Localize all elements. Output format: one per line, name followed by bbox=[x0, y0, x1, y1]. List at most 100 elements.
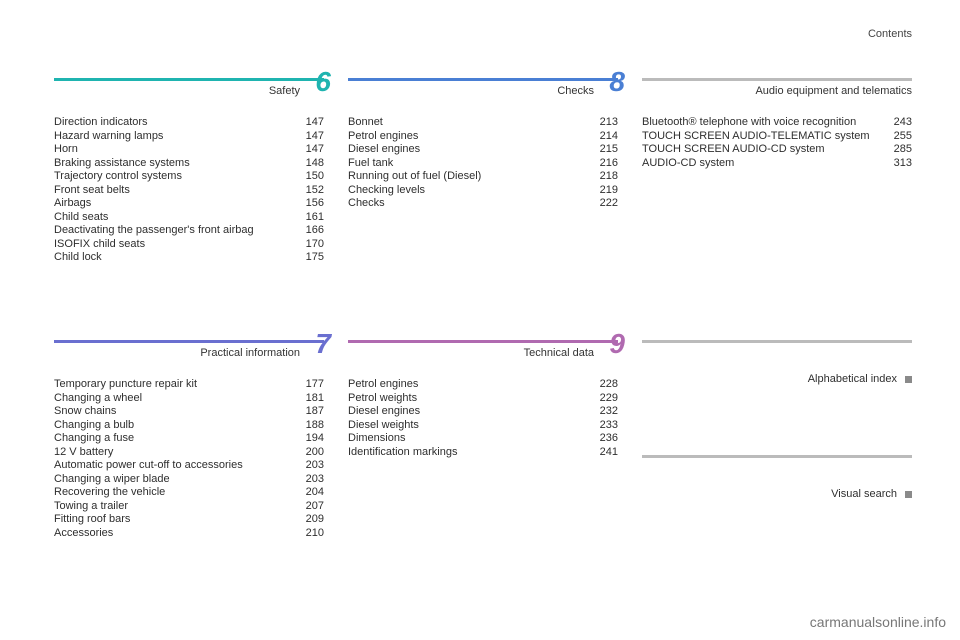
section-title: Audio equipment and telematics bbox=[642, 85, 912, 97]
toc-item-page: 166 bbox=[296, 224, 324, 236]
toc-item-page: 209 bbox=[296, 513, 324, 525]
toc-item[interactable]: Diesel weights233 bbox=[348, 419, 618, 431]
toc-item-page: 147 bbox=[296, 130, 324, 142]
toc-item[interactable]: Changing a fuse194 bbox=[54, 432, 324, 444]
section-items: Direction indicators147 Hazard warning la… bbox=[54, 116, 324, 263]
section-rule bbox=[348, 340, 618, 343]
toc-item-page: 210 bbox=[296, 527, 324, 539]
section-audio: Audio equipment and telematics Bluetooth… bbox=[642, 78, 912, 263]
toc-item[interactable]: Snow chains187 bbox=[54, 405, 324, 417]
toc-item[interactable]: Deactivating the passenger's front airba… bbox=[54, 224, 324, 236]
toc-item[interactable]: Braking assistance systems148 bbox=[54, 157, 324, 169]
toc-item-label: Temporary puncture repair kit bbox=[54, 378, 286, 390]
section-items: Petrol engines228Petrol weights229Diesel… bbox=[348, 378, 618, 458]
toc-item[interactable]: Diesel engines 215 bbox=[348, 143, 618, 155]
toc-item-page: 233 bbox=[590, 419, 618, 431]
section-number: 8 bbox=[609, 68, 624, 96]
toc-item-page: 255 bbox=[884, 130, 912, 142]
toc-item-page: 218 bbox=[590, 170, 618, 182]
toc-item-page: 170 bbox=[296, 238, 324, 250]
toc-item-page: 285 bbox=[884, 143, 912, 155]
toc-item[interactable]: Petrol weights229 bbox=[348, 392, 618, 404]
toc-item[interactable]: Fitting roof bars209 bbox=[54, 513, 324, 525]
toc-item-page: 150 bbox=[296, 170, 324, 182]
toc-item[interactable]: Automatic power cut-off to accessories20… bbox=[54, 459, 324, 471]
toc-item[interactable]: Direction indicators147 bbox=[54, 116, 324, 128]
visual-search-line[interactable]: Visual search bbox=[642, 488, 912, 500]
toc-item[interactable]: Checks222 bbox=[348, 197, 618, 209]
section-safety: Safety 6 Direction indicators147Hazard w… bbox=[54, 78, 324, 263]
toc-item-page: 213 bbox=[590, 116, 618, 128]
toc-item-page: 214 bbox=[590, 130, 618, 142]
toc-item[interactable]: 12 V battery200 bbox=[54, 446, 324, 458]
toc-item[interactable]: Front seat belts152 bbox=[54, 184, 324, 196]
toc-item[interactable]: Changing a wiper blade203 bbox=[54, 473, 324, 485]
section-items: Bonnet213Petrol engines214Diesel engines… bbox=[348, 116, 618, 209]
toc-item[interactable]: Changing a bulb188 bbox=[54, 419, 324, 431]
toc-item[interactable]: Airbags156 bbox=[54, 197, 324, 209]
toc-item-page: 215 bbox=[590, 143, 618, 155]
toc-item-label: Bonnet bbox=[348, 116, 580, 128]
section-title: Checks bbox=[348, 85, 618, 97]
toc-item[interactable]: Petrol engines228 bbox=[348, 378, 618, 390]
toc-item-label: Snow chains bbox=[54, 405, 286, 417]
toc-item[interactable]: Child lock175 bbox=[54, 251, 324, 263]
section-header: Checks 8 bbox=[348, 78, 618, 106]
toc-item[interactable]: Accessories210 bbox=[54, 527, 324, 539]
toc-item-page: 241 bbox=[590, 446, 618, 458]
section-number: 7 bbox=[315, 330, 330, 358]
toc-item-page: 156 bbox=[296, 197, 324, 209]
toc-item-label: Petrol engines bbox=[348, 130, 580, 142]
toc-item-page: 232 bbox=[590, 405, 618, 417]
toc-item-label: Child seats bbox=[54, 211, 286, 223]
alpha-index-label: Alphabetical index bbox=[808, 373, 897, 385]
toc-item[interactable]: Bonnet 213 bbox=[348, 116, 618, 128]
toc-item[interactable]: Running out of fuel (Diesel) 218 bbox=[348, 170, 618, 182]
toc-item[interactable]: Checking levels219 bbox=[348, 184, 618, 196]
toc-item[interactable]: TOUCH SCREEN AUDIO-TELEMATIC system255 bbox=[642, 130, 912, 142]
toc-item-page: 203 bbox=[296, 473, 324, 485]
toc-item-page: 147 bbox=[296, 116, 324, 128]
toc-item[interactable]: ISOFIX child seats 170 bbox=[54, 238, 324, 250]
toc-item[interactable]: TOUCH SCREEN AUDIO-CD system285 bbox=[642, 143, 912, 155]
toc-item-label: ISOFIX child seats bbox=[54, 238, 286, 250]
toc-item-label: Horn bbox=[54, 143, 286, 155]
toc-item-page: 147 bbox=[296, 143, 324, 155]
toc-item[interactable]: Horn 147 bbox=[54, 143, 324, 155]
toc-item-label: Identification markings bbox=[348, 446, 580, 458]
toc-item[interactable]: Petrol engines 214 bbox=[348, 130, 618, 142]
toc-item-label: Running out of fuel (Diesel) bbox=[348, 170, 580, 182]
toc-item-label: Hazard warning lamps bbox=[54, 130, 286, 142]
section-items: Temporary puncture repair kit177 Changing… bbox=[54, 378, 324, 539]
toc-item[interactable]: Dimensions236 bbox=[348, 432, 618, 444]
toc-item-label: Deactivating the passenger's front airba… bbox=[54, 224, 286, 236]
toc-item-label: Petrol weights bbox=[348, 392, 580, 404]
toc-item[interactable]: Trajectory control systems150 bbox=[54, 170, 324, 182]
toc-item[interactable]: Towing a trailer207 bbox=[54, 500, 324, 512]
toc-item-label: Braking assistance systems bbox=[54, 157, 286, 169]
toc-item[interactable]: Bluetooth® telephone with voice recognit… bbox=[642, 116, 912, 128]
toc-item[interactable]: Temporary puncture repair kit177 bbox=[54, 378, 324, 390]
section-header: Audio equipment and telematics bbox=[642, 78, 912, 106]
toc-item-label: Front seat belts bbox=[54, 184, 286, 196]
alpha-index-line[interactable]: Alphabetical index bbox=[642, 373, 912, 385]
toc-item[interactable]: Recovering the vehicle 204 bbox=[54, 486, 324, 498]
toc-item-label: Diesel engines bbox=[348, 143, 580, 155]
toc-item-label: Recovering the vehicle bbox=[54, 486, 286, 498]
toc-item[interactable]: Changing a wheel181 bbox=[54, 392, 324, 404]
toc-item[interactable]: Child seats161 bbox=[54, 211, 324, 223]
toc-item[interactable]: AUDIO-CD system313 bbox=[642, 157, 912, 169]
toc-item[interactable]: Identification markings 241 bbox=[348, 446, 618, 458]
toc-item[interactable]: Hazard warning lamps 147 bbox=[54, 130, 324, 142]
toc-item-label: Petrol engines bbox=[348, 378, 580, 390]
section-title: Technical data bbox=[348, 347, 618, 359]
toc-item-page: 204 bbox=[296, 486, 324, 498]
toc-item-label: Fuel tank bbox=[348, 157, 580, 169]
toc-item-page: 207 bbox=[296, 500, 324, 512]
toc-item-page: 219 bbox=[590, 184, 618, 196]
square-icon bbox=[905, 376, 912, 383]
toc-item[interactable]: Fuel tank216 bbox=[348, 157, 618, 169]
toc-item[interactable]: Diesel engines232 bbox=[348, 405, 618, 417]
section-rule bbox=[54, 78, 324, 81]
section-header: Technical data 9 bbox=[348, 340, 618, 368]
